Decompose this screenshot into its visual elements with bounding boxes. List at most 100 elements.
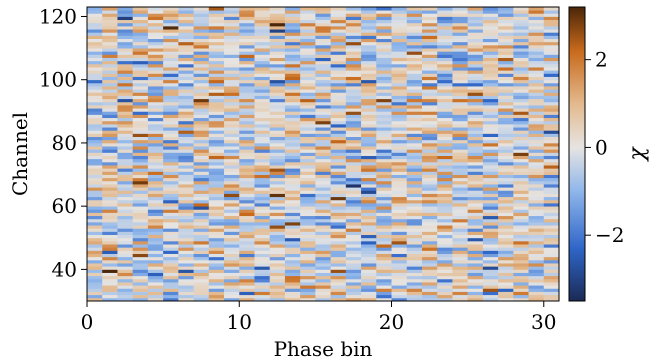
heatmap-cell bbox=[87, 184, 103, 188]
heatmap-cell bbox=[132, 98, 149, 103]
heatmap-cell bbox=[269, 218, 286, 223]
heatmap-cell bbox=[102, 7, 118, 11]
heatmap-cell bbox=[87, 63, 103, 68]
heatmap-cell bbox=[498, 89, 514, 93]
heatmap-cell bbox=[513, 171, 529, 175]
heatmap-cell bbox=[147, 123, 164, 128]
heatmap-cell bbox=[239, 79, 255, 84]
heatmap-cell bbox=[315, 158, 332, 163]
heatmap-cell bbox=[178, 98, 194, 103]
heatmap-cell bbox=[330, 19, 347, 24]
heatmap-cell bbox=[239, 228, 255, 232]
heatmap-cell bbox=[406, 38, 423, 43]
heatmap-cell bbox=[87, 285, 103, 289]
heatmap-cell bbox=[482, 228, 499, 232]
heatmap-cell bbox=[376, 86, 392, 90]
heatmap-cell bbox=[421, 111, 438, 115]
heatmap-cell bbox=[254, 73, 271, 77]
heatmap-cell bbox=[361, 79, 377, 84]
heatmap-cell bbox=[102, 225, 118, 229]
heatmap-cell bbox=[513, 19, 529, 24]
heatmap-cell bbox=[482, 237, 499, 242]
heatmap-cell bbox=[254, 51, 271, 55]
heatmap-cell bbox=[300, 256, 316, 261]
heatmap-cell bbox=[239, 152, 255, 156]
heatmap-cell bbox=[361, 70, 377, 74]
heatmap-cell bbox=[315, 146, 332, 150]
heatmap-cell bbox=[498, 244, 514, 248]
heatmap-cell bbox=[117, 76, 134, 81]
heatmap-cell bbox=[239, 92, 255, 96]
heatmap-cell bbox=[467, 161, 484, 166]
heatmap-cell bbox=[467, 152, 484, 156]
heatmap-cell bbox=[178, 278, 194, 283]
heatmap-cell bbox=[284, 41, 301, 46]
heatmap-cell bbox=[163, 98, 179, 103]
heatmap-cell bbox=[406, 158, 423, 163]
heatmap-cell bbox=[513, 67, 529, 71]
heatmap-cell bbox=[147, 174, 164, 179]
heatmap-cell bbox=[528, 209, 545, 213]
heatmap-cell bbox=[178, 209, 194, 213]
heatmap-cell bbox=[376, 79, 392, 84]
heatmap-cell bbox=[452, 146, 469, 150]
heatmap-cell bbox=[269, 105, 286, 109]
heatmap-cell bbox=[117, 13, 134, 17]
heatmap-cell bbox=[132, 285, 149, 289]
heatmap-cell bbox=[193, 82, 210, 87]
heatmap-cell bbox=[421, 228, 438, 232]
heatmap-cell bbox=[315, 149, 332, 153]
heatmap-cell bbox=[345, 275, 362, 280]
heatmap-cell bbox=[361, 130, 377, 134]
heatmap-cell bbox=[269, 63, 286, 68]
heatmap-cell bbox=[528, 203, 545, 207]
heatmap-cell bbox=[513, 133, 529, 138]
heatmap-cell bbox=[421, 142, 438, 147]
heatmap-cell bbox=[345, 263, 362, 267]
heatmap-cell bbox=[300, 263, 316, 267]
heatmap-cell bbox=[543, 263, 560, 267]
heatmap-cell bbox=[528, 101, 545, 106]
heatmap-cell bbox=[87, 272, 103, 277]
heatmap-cell bbox=[269, 196, 286, 201]
heatmap-cell bbox=[467, 82, 484, 87]
heatmap-cell bbox=[406, 228, 423, 232]
heatmap-cell bbox=[345, 206, 362, 210]
heatmap-cell bbox=[421, 95, 438, 100]
heatmap-cell bbox=[391, 86, 408, 90]
heatmap-cell bbox=[102, 288, 118, 292]
heatmap-cell bbox=[421, 152, 438, 156]
heatmap-cell bbox=[147, 108, 164, 112]
heatmap-cell bbox=[300, 95, 316, 100]
heatmap-cell bbox=[300, 89, 316, 93]
heatmap-cell bbox=[102, 215, 118, 220]
heatmap-cell bbox=[361, 123, 377, 128]
heatmap-cell bbox=[300, 272, 316, 277]
heatmap-cell bbox=[498, 111, 514, 115]
heatmap-cell bbox=[208, 67, 225, 71]
heatmap-cell bbox=[269, 16, 286, 21]
heatmap-cell bbox=[102, 272, 118, 277]
heatmap-cell bbox=[300, 38, 316, 43]
heatmap-cell bbox=[117, 212, 134, 217]
heatmap-cell bbox=[376, 51, 392, 55]
heatmap-cell bbox=[452, 193, 469, 198]
heatmap-cell bbox=[147, 253, 164, 258]
heatmap-cell bbox=[284, 196, 301, 201]
heatmap-cell bbox=[452, 111, 469, 115]
heatmap-cell bbox=[482, 114, 499, 119]
heatmap-cell bbox=[406, 218, 423, 223]
heatmap-cell bbox=[117, 89, 134, 93]
heatmap-cell bbox=[391, 272, 408, 277]
heatmap-cell bbox=[178, 282, 194, 286]
heatmap-cell bbox=[193, 285, 210, 289]
heatmap-cell bbox=[361, 212, 377, 217]
heatmap-cell bbox=[254, 32, 271, 36]
heatmap-cell bbox=[224, 25, 240, 30]
heatmap-cell bbox=[513, 79, 529, 84]
heatmap-cell bbox=[132, 247, 149, 251]
heatmap-cell bbox=[482, 67, 499, 71]
heatmap-cell bbox=[330, 196, 347, 201]
heatmap-cell bbox=[147, 48, 164, 52]
heatmap-cell bbox=[452, 41, 469, 46]
